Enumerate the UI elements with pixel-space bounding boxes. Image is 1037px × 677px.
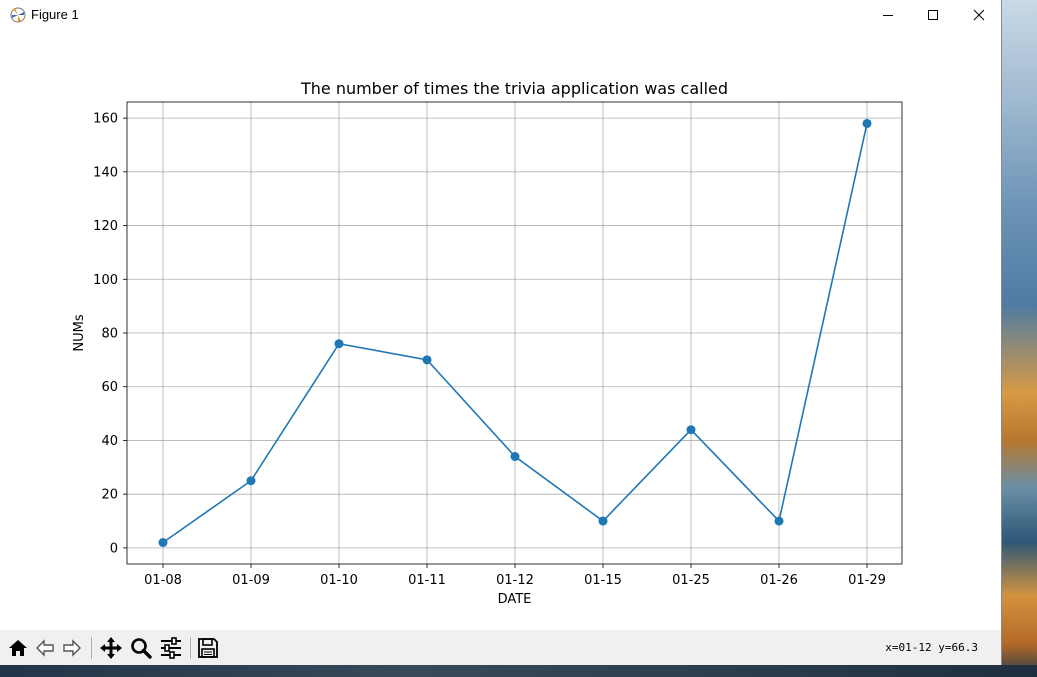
back-icon — [36, 639, 54, 657]
close-button[interactable] — [956, 0, 1002, 30]
data-point — [686, 425, 696, 435]
save-icon — [198, 638, 218, 658]
y-tick-label: 100 — [93, 273, 118, 288]
data-point — [598, 516, 608, 526]
maximize-button[interactable] — [910, 0, 956, 30]
zoom-icon — [131, 638, 152, 659]
pan-icon — [100, 637, 122, 659]
x-tick-label: 01-09 — [232, 573, 270, 588]
title-bar[interactable]: Figure 1 — [0, 0, 1001, 30]
x-tick-label: 01-29 — [848, 573, 886, 588]
home-button[interactable] — [6, 636, 30, 660]
toolbar-separator — [91, 637, 92, 659]
configure-subplots-button[interactable] — [159, 636, 183, 660]
minimize-button[interactable] — [865, 0, 911, 30]
data-point — [862, 118, 872, 128]
y-tick-label: 0 — [110, 541, 118, 556]
save-button[interactable] — [196, 636, 220, 660]
y-axis-label: NUMs — [72, 314, 87, 351]
data-point — [510, 452, 520, 462]
y-tick-label: 20 — [101, 488, 118, 503]
back-button[interactable] — [33, 636, 57, 660]
home-icon — [9, 640, 27, 656]
data-point — [422, 355, 432, 365]
window-title: Figure 1 — [31, 7, 79, 22]
y-tick-label: 120 — [93, 219, 118, 234]
pan-button[interactable] — [99, 636, 123, 660]
line-chart: 01-08 01-09 01-10 01-11 01-12 01-15 01-25 01-26… — [72, 79, 903, 607]
y-tick-label: 40 — [101, 434, 118, 449]
figure-canvas[interactable]: 01-08 01-09 01-10 01-11 01-12 01-15 01-25 01-26… — [0, 30, 1001, 630]
x-tick-label: 01-26 — [760, 573, 798, 588]
cursor-coordinates: x=01-12 y=66.3 — [885, 641, 978, 654]
x-tick-label: 01-10 — [320, 573, 358, 588]
x-tick-label: 01-11 — [408, 573, 446, 588]
y-tick-label: 140 — [93, 165, 118, 180]
x-tick-label: 01-15 — [584, 573, 622, 588]
toolbar-separator — [190, 637, 191, 659]
y-tick-label: 60 — [101, 380, 118, 395]
desktop-wallpaper — [1002, 0, 1037, 677]
forward-icon — [63, 639, 81, 657]
taskbar-edge — [0, 665, 1037, 677]
matplotlib-icon — [9, 6, 27, 24]
x-axis-label: DATE — [498, 592, 532, 607]
y-tick-label: 80 — [101, 327, 118, 342]
data-point — [158, 538, 168, 548]
figure-window: Figure 1 01-08 01-09 01-10 01-11 01-12 01-15 0… — [0, 0, 1002, 665]
zoom-button[interactable] — [129, 636, 153, 660]
minimize-icon — [883, 15, 893, 16]
data-point — [334, 339, 344, 349]
x-tick-label: 01-25 — [672, 573, 710, 588]
navigation-toolbar: x=01-12 y=66.3 — [0, 630, 1001, 665]
chart-title: The number of times the trivia applicati… — [300, 79, 728, 98]
close-icon — [973, 9, 985, 21]
x-tick-label: 01-08 — [144, 573, 182, 588]
data-point — [246, 476, 256, 486]
forward-button[interactable] — [60, 636, 84, 660]
data-point — [774, 516, 784, 526]
x-tick-label: 01-12 — [496, 573, 534, 588]
maximize-icon — [928, 10, 938, 20]
configure-subplots-icon — [161, 637, 181, 659]
y-tick-label: 160 — [93, 112, 118, 127]
